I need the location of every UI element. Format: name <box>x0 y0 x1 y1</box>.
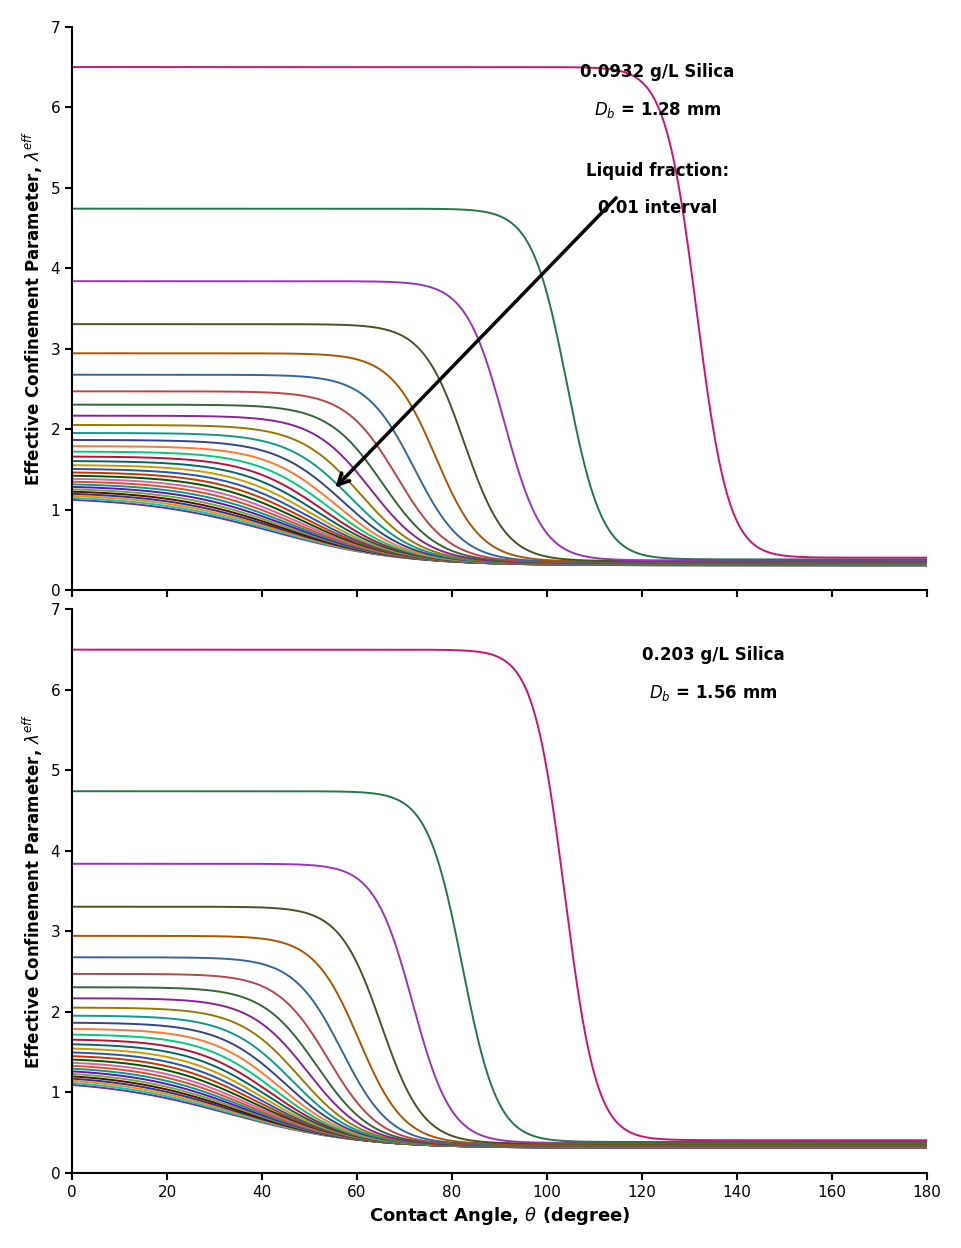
Y-axis label: Effective Confinement Parameter, $\lambda^{eff}$: Effective Confinement Parameter, $\lambd… <box>21 131 45 487</box>
Y-axis label: Effective Confinement Parameter, $\lambda^{eff}$: Effective Confinement Parameter, $\lambd… <box>21 714 45 1068</box>
Text: Liquid fraction:: Liquid fraction: <box>585 162 728 180</box>
Text: 0.203 g/L Silica: 0.203 g/L Silica <box>641 646 783 664</box>
X-axis label: Contact Angle, $\theta$ (degree): Contact Angle, $\theta$ (degree) <box>368 1206 629 1227</box>
Text: 0.01 interval: 0.01 interval <box>598 198 716 217</box>
Text: $D_b$ = 1.28 mm: $D_b$ = 1.28 mm <box>593 100 721 120</box>
Text: $D_b$ = 1.56 mm: $D_b$ = 1.56 mm <box>649 683 776 703</box>
Text: 0.0932 g/L Silica: 0.0932 g/L Silica <box>579 64 734 81</box>
